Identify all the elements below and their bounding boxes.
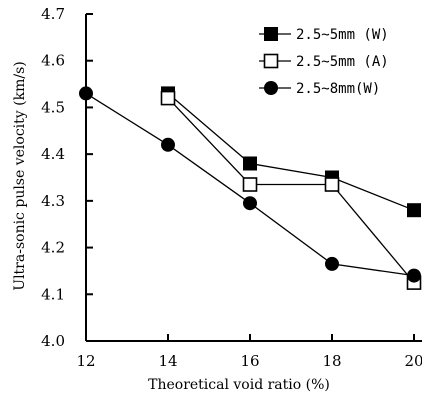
y-tick-label: 4.4 <box>41 145 65 163</box>
y-axis-label: Ultra-sonic pulse velocity (km/s) <box>12 61 28 290</box>
x-tick-label: 20 <box>404 352 422 370</box>
data-point-series-2 <box>242 177 258 192</box>
data-point-series-3 <box>79 86 93 101</box>
x-tick-label: 12 <box>76 352 95 370</box>
y-tick-label: 4.2 <box>41 239 65 257</box>
data-point-series-3 <box>407 268 421 283</box>
legend-label: 2.5~5mm (A) <box>296 54 389 70</box>
legend-label: 2.5~5mm (W) <box>296 27 389 43</box>
x-tick-label: 16 <box>240 352 259 370</box>
data-point-series-2 <box>160 90 176 106</box>
axes <box>85 14 422 342</box>
data-point-series-3 <box>325 256 339 271</box>
series-line-1 <box>167 92 415 211</box>
series-line-2 <box>167 97 415 284</box>
data-point-series-1 <box>243 156 257 171</box>
y-tick-label: 4.0 <box>41 332 65 350</box>
legend: 2.5~5mm (W) 2.5~5mm (A) 2.5~8mm(W) <box>259 27 389 97</box>
y-tick-label: 4.6 <box>41 52 65 70</box>
y-tick-label: 4.5 <box>41 98 65 116</box>
x-tick-label: 18 <box>322 352 341 370</box>
x-axis-label: Theoretical void ratio (%) <box>148 377 330 393</box>
y-tick-label: 4.1 <box>41 285 65 303</box>
legend-marker <box>263 53 279 69</box>
y-tick-label: 4.7 <box>41 5 65 23</box>
data-point-series-3 <box>243 196 257 211</box>
data-point-series-1 <box>407 203 421 218</box>
x-tick-label: 14 <box>158 352 177 370</box>
legend-marker <box>264 81 278 95</box>
legend-label: 2.5~8mm(W) <box>296 81 380 97</box>
legend-marker <box>264 27 278 41</box>
y-tick-label: 4.3 <box>41 192 65 210</box>
data-point-series-3 <box>161 137 175 152</box>
data-point-series-2 <box>324 177 340 192</box>
